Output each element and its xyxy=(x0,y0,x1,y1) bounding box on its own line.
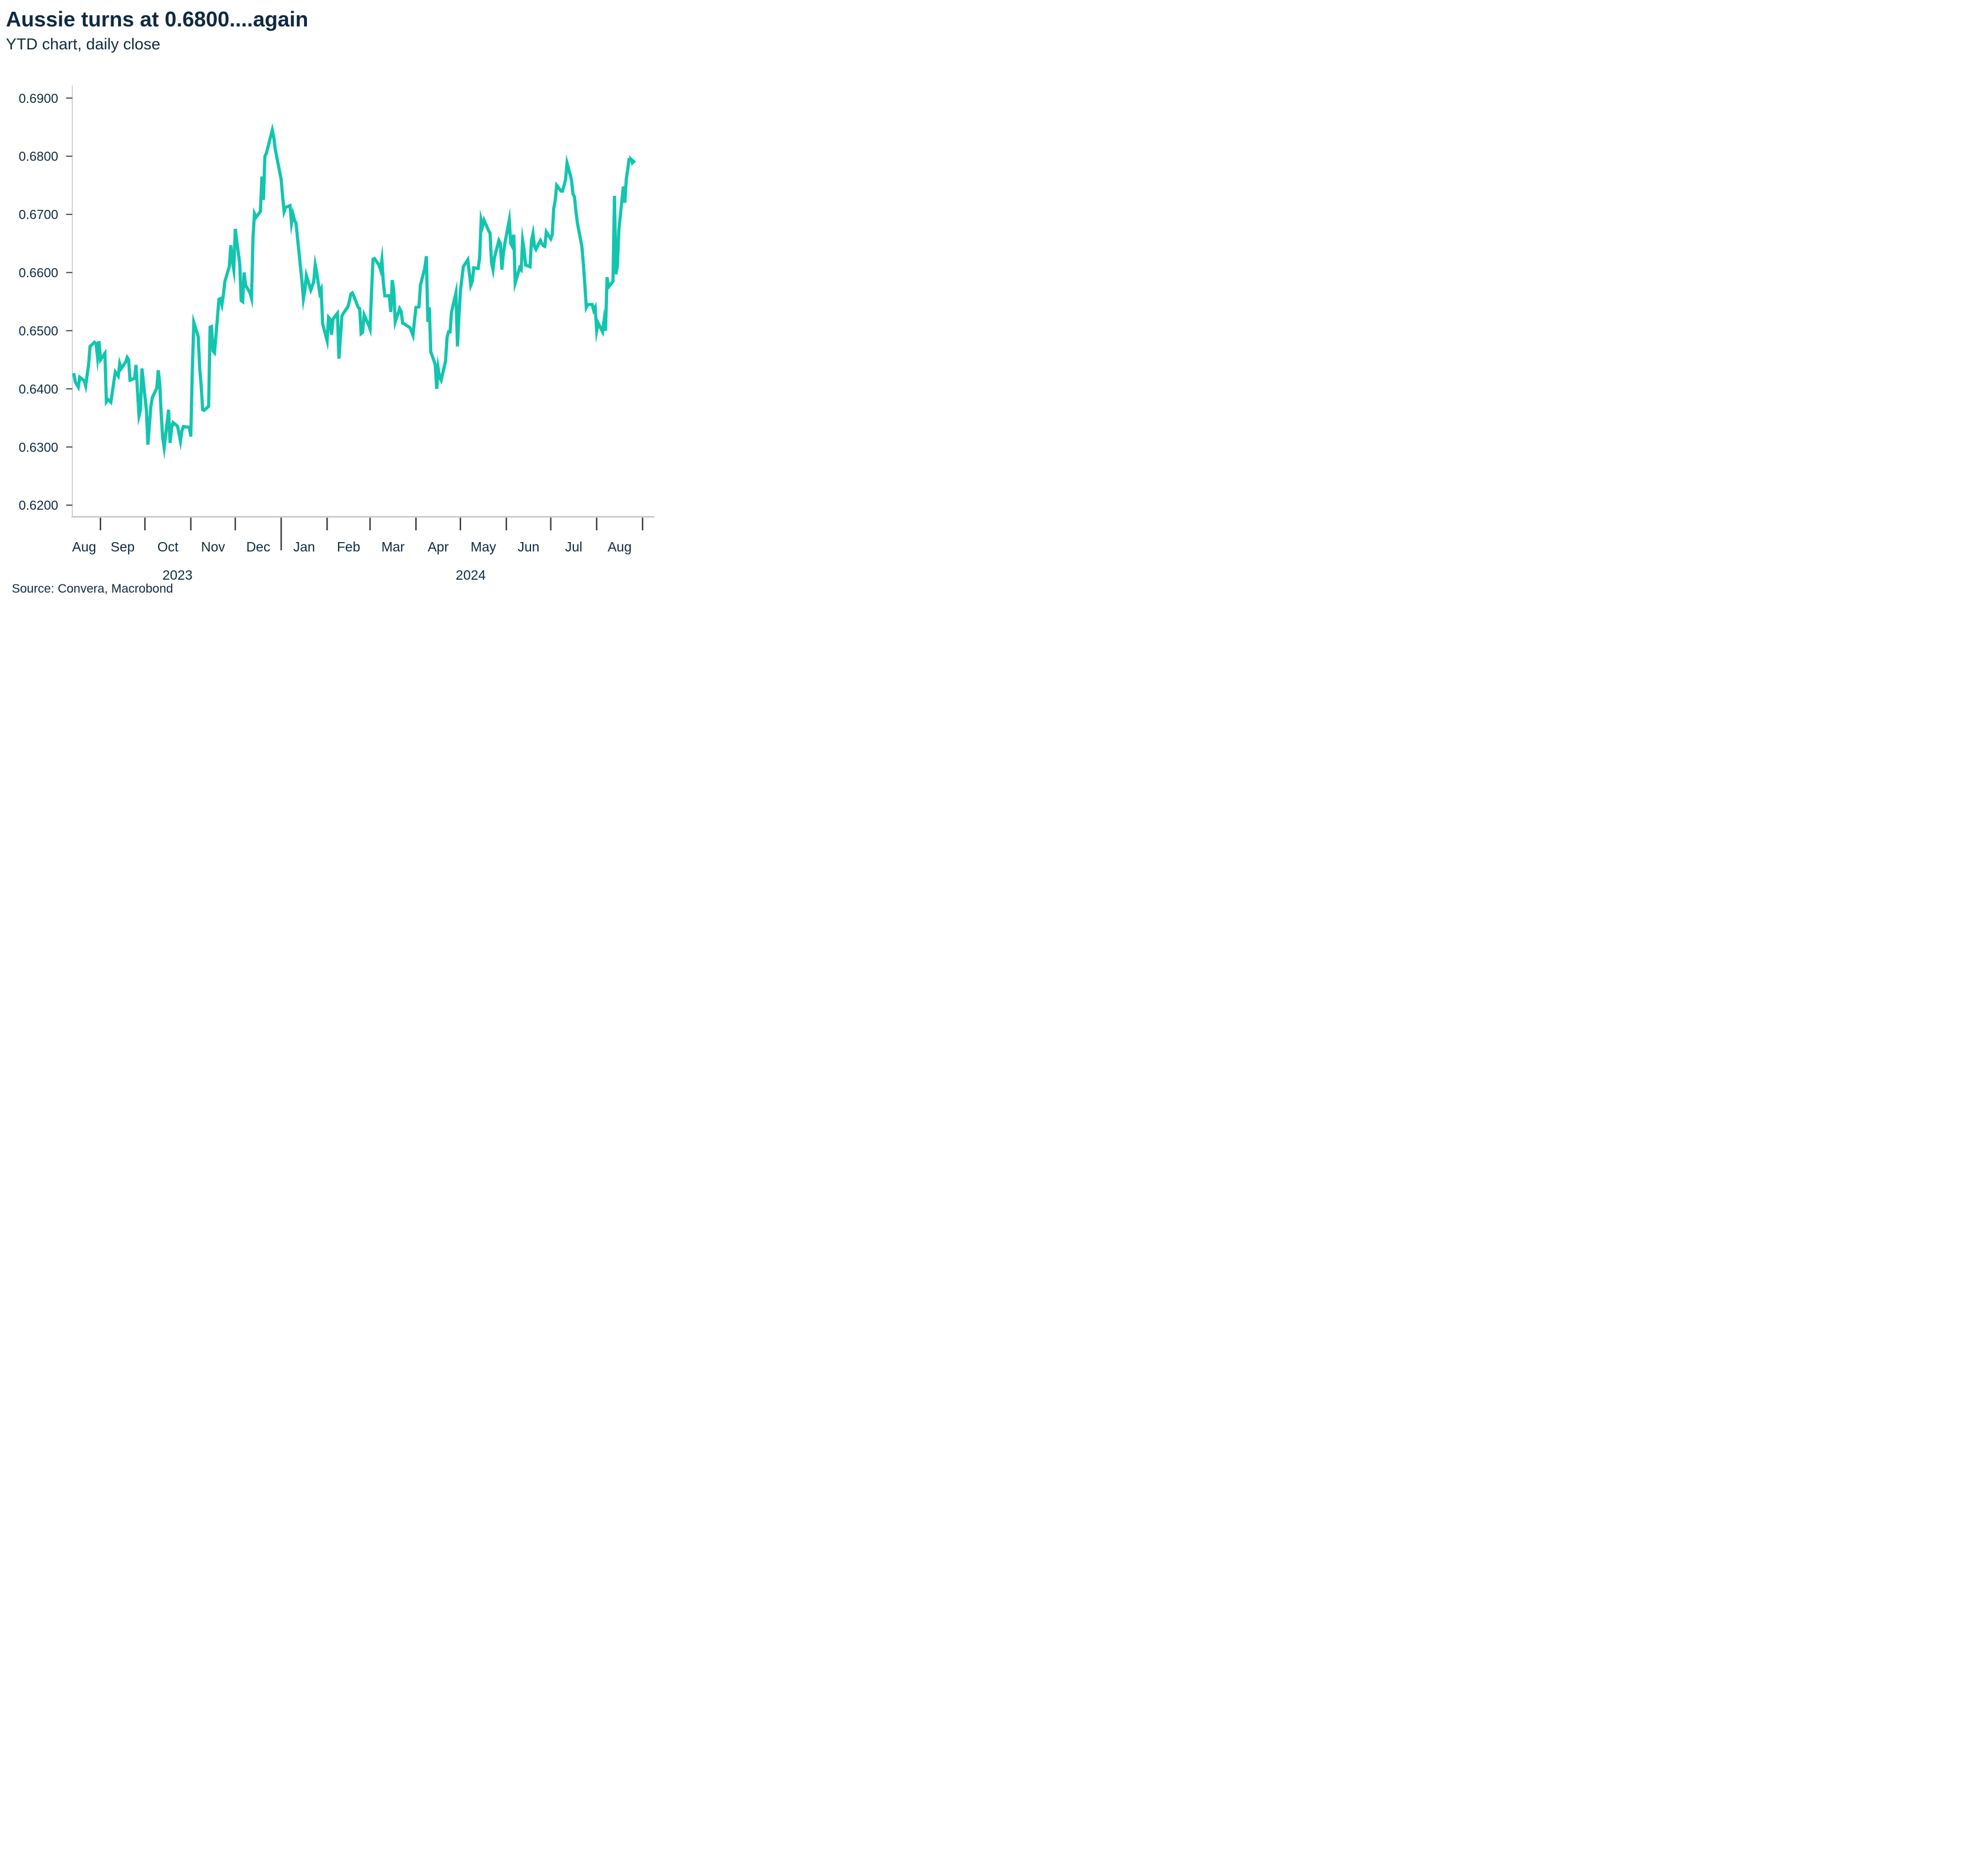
chart-title: Aussie turns at 0.6800....again xyxy=(6,7,309,31)
x-year-label: 2023 xyxy=(162,567,192,583)
series-layer xyxy=(72,123,636,460)
x-month-label: Jul xyxy=(565,539,582,554)
axes xyxy=(71,85,654,518)
x-month-label: Oct xyxy=(158,539,179,554)
x-year-label: 2024 xyxy=(456,567,486,583)
y-tick-label: 0.6500 xyxy=(19,323,58,338)
x-month-label: May xyxy=(470,539,496,554)
y-tick-label: 0.6200 xyxy=(19,498,58,513)
x-month-label: Aug xyxy=(72,539,96,554)
y-tick-label: 0.6900 xyxy=(19,91,58,106)
y-tick-label: 0.6400 xyxy=(19,382,58,396)
x-month-label: Feb xyxy=(337,539,360,554)
x-month-label: Nov xyxy=(201,539,225,554)
chart-subtitle: YTD chart, daily close xyxy=(6,35,161,53)
x-month-label: Jan xyxy=(293,539,315,554)
series-end-marker-icon xyxy=(629,155,636,166)
chart-canvas: 0.6200 0.6300 0.6400 0.6500 0.6600 0.6700 0.68… xyxy=(19,85,654,583)
axis-ticks xyxy=(66,97,644,550)
axis-labels: 0.6200 0.6300 0.6400 0.6500 0.6600 0.6700 0.68… xyxy=(19,91,632,583)
x-month-label: Apr xyxy=(427,539,449,554)
x-month-label: Dec xyxy=(246,539,270,554)
chart-page: Aussie turns at 0.6800....again YTD char… xyxy=(0,0,663,617)
x-month-label: Sep xyxy=(111,539,135,554)
source-note: Source: Convera, Macrobond xyxy=(12,582,173,596)
price-line xyxy=(72,123,631,460)
y-tick-label: 0.6300 xyxy=(19,440,58,454)
y-tick-label: 0.6700 xyxy=(19,208,58,222)
y-tick-label: 0.6800 xyxy=(19,149,58,164)
x-month-label: Mar xyxy=(382,539,405,554)
x-month-label: Jun xyxy=(517,539,539,554)
y-tick-label: 0.6600 xyxy=(19,266,58,280)
x-month-label: Aug xyxy=(607,539,632,554)
